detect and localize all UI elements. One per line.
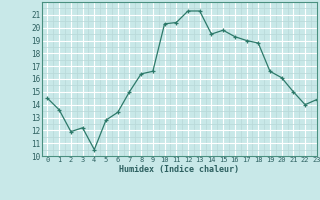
X-axis label: Humidex (Indice chaleur): Humidex (Indice chaleur) <box>119 165 239 174</box>
